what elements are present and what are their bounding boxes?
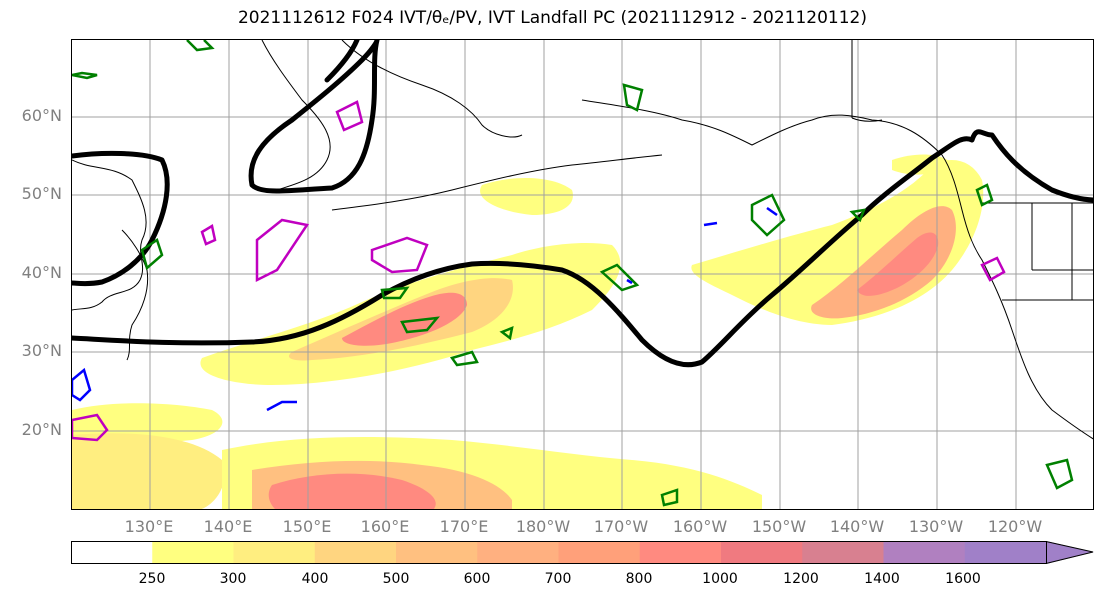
pv-blue-3 [703,221,718,227]
ivt-plume-central-core [342,292,467,346]
lon-label-150w: 150°W [751,517,807,536]
theta-e-contours [72,40,1093,368]
colorbar-tick-1000: 1000 [702,571,738,587]
coastline-kamchatka [261,40,331,191]
ivt-plume-east-core [857,232,939,296]
colorbar-segment [396,541,478,564]
colorbar-tick-800: 800 [625,571,653,587]
lon-label-140e: 140°E [203,517,253,536]
ivt-colorbar [71,541,1094,564]
colorbar-segment [639,541,722,564]
colorbar-border [71,541,1047,564]
lon-label-120w: 120°W [987,517,1043,536]
pv-blue-1 [72,367,92,402]
pv-green-2 [72,71,98,80]
pv-purple-1 [335,100,364,132]
ivt-plume-west-south [72,433,225,509]
pv-purple-3 [370,236,429,274]
pv-green-6 [380,286,410,300]
pv-green-8 [449,350,479,367]
pv-green-1 [186,40,215,52]
pv-green-14 [849,208,866,223]
lon-label-170w: 170°W [593,517,649,536]
colorbar-arrow-border [1045,541,1094,564]
pv-green-contours [72,40,1074,507]
colorbar-tick-400: 400 [301,571,329,587]
lon-label-170e: 170°E [439,517,489,536]
colorbar-tick-1200: 1200 [783,571,819,587]
lon-label-180w: 180°W [515,517,571,536]
pv-blue-5 [626,278,633,285]
pv-blue-4 [766,206,778,217]
colorbar-segment [802,541,884,564]
colorbar-segment [233,541,316,564]
lon-label-130w: 130°W [908,517,964,536]
colorbar-tick-1400: 1400 [864,571,900,587]
pv-purple-contours [72,100,1006,442]
pv-purple-6 [980,256,1006,282]
lat-label-50n: 50°N [21,184,62,203]
theta-e-contour-north-loop [248,40,380,194]
pv-green-7 [400,316,440,334]
map-canvas [72,40,1093,509]
theta-e-contour-west-top [324,40,360,83]
map-panel [71,39,1094,510]
colorbar-tick-300: 300 [219,571,247,587]
lon-label-160e: 160°E [360,517,410,536]
lat-label-60n: 60°N [21,106,62,125]
border-us-states [1002,203,1093,301]
colorbar-segment [71,541,153,564]
coastline-japan [121,229,149,361]
pv-purple-5 [72,413,109,442]
pv-green-4 [750,193,786,237]
pv-green-3 [622,83,644,112]
colorbar-segment [964,541,1047,564]
lon-label-140w: 140°W [829,517,885,536]
theta-e-contour-main [72,129,1093,368]
pv-purple-2 [255,218,310,283]
lat-label-30n: 30°N [21,341,62,360]
pv-blue-2 [266,400,297,412]
colorbar-tick-1600: 1600 [945,571,981,587]
border-canada-us-2 [851,117,883,122]
pv-blue-contours [72,206,778,412]
pv-green-10 [1045,458,1074,490]
ivt-tropical-band-core [268,473,436,509]
colorbar-segment [558,541,641,564]
colorbar-arrow [1046,541,1094,564]
pv-green-11 [975,183,994,207]
pv-purple-4 [200,224,217,246]
ivt-plume-east-orange [811,206,956,319]
colorbar-tick-600: 600 [463,571,491,587]
ivt-plume-west-yellow [72,403,223,443]
colorbar-segment [721,541,803,564]
map-title: 2021112612 F024 IVT/θₑ/PV, IVT Landfall … [237,8,868,28]
ivt-north-patch [480,178,573,215]
coastline-alaska [581,99,1093,440]
ivt-shading [72,154,984,509]
pv-green-12 [660,488,679,507]
lon-label-160w: 160°W [672,517,728,536]
lat-label-40n: 40°N [21,263,62,282]
lon-label-130e: 130°E [124,517,174,536]
colorbar-tick-500: 500 [382,571,410,587]
lon-label-150e: 150°E [282,517,332,536]
colorbar-segment [883,541,966,564]
colorbar-tick-700: 700 [544,571,572,587]
colorbar-tick-250: 250 [138,571,166,587]
theta-e-contour-west [72,150,170,287]
pv-green-9 [140,238,164,271]
colorbar-segment [152,541,234,564]
colorbar-segment [477,541,559,564]
lat-label-20n: 20°N [21,420,62,439]
pv-green-5 [599,263,640,292]
colorbar-segment [314,541,397,564]
coastline-aleutians [331,154,663,211]
lat-lon-grid [72,40,1093,509]
coastline-asia [72,159,147,311]
pv-green-13 [499,325,514,341]
